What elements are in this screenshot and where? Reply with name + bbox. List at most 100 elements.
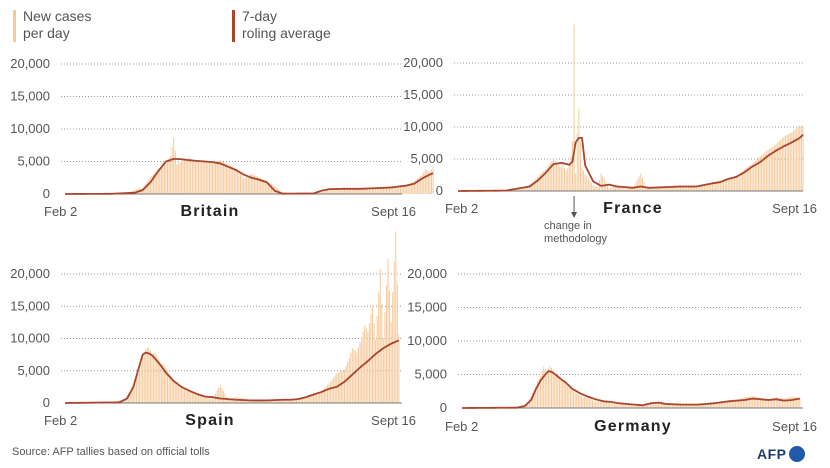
daily-bar [740, 172, 742, 191]
y-tick-label: 20,000 [10, 266, 50, 281]
daily-bar [675, 405, 677, 408]
daily-bar [563, 382, 565, 408]
daily-bar [794, 397, 796, 408]
daily-bar [389, 187, 391, 194]
daily-bar [177, 163, 179, 194]
daily-bar [719, 180, 721, 191]
daily-bar [729, 178, 731, 191]
daily-bar [426, 170, 428, 194]
daily-bar [257, 176, 259, 194]
y-tick-label: 0 [43, 186, 50, 201]
daily-bar [159, 168, 161, 194]
daily-bar [194, 393, 196, 403]
daily-bar [764, 152, 766, 191]
daily-bar [764, 399, 766, 408]
daily-bar [800, 125, 802, 191]
daily-bar [761, 155, 763, 191]
daily-bar [541, 172, 543, 191]
daily-bar [289, 399, 291, 403]
daily-bar [745, 397, 747, 408]
daily-bar [575, 173, 577, 191]
daily-bar [698, 404, 700, 408]
daily-bar [145, 348, 147, 403]
y-tick-label: 10,000 [407, 333, 447, 348]
daily-bar [689, 404, 691, 408]
daily-bar [187, 391, 189, 403]
daily-bar [358, 347, 360, 403]
daily-bar [756, 159, 758, 191]
daily-bar [552, 159, 554, 191]
daily-bar [736, 399, 738, 408]
daily-bar [160, 363, 162, 403]
daily-bar [153, 353, 155, 403]
daily-bar [407, 184, 409, 194]
daily-bar [354, 351, 356, 403]
daily-bar [734, 399, 736, 408]
daily-bar [320, 192, 322, 194]
daily-bar [743, 169, 745, 191]
daily-bar [791, 396, 793, 408]
daily-bar [707, 184, 709, 191]
legend-bars-line1: New cases [23, 8, 92, 24]
daily-bar [797, 397, 799, 408]
daily-bar [399, 185, 401, 194]
daily-bar [592, 185, 594, 191]
daily-bar [587, 397, 589, 408]
daily-bar [688, 186, 690, 191]
annotation-arrowhead-icon [571, 212, 578, 218]
daily-bar [720, 401, 722, 408]
daily-bar [379, 188, 381, 194]
daily-bar [662, 403, 664, 408]
daily-bar [249, 400, 251, 403]
daily-bar [427, 171, 429, 194]
daily-bar [568, 387, 570, 408]
daily-bar [786, 134, 788, 191]
daily-bar [226, 396, 228, 403]
daily-bar [637, 179, 639, 191]
daily-bar [777, 142, 779, 191]
daily-bar [415, 179, 417, 194]
y-tick-label: 20,000 [403, 55, 443, 70]
daily-bar [356, 352, 358, 403]
daily-bar [656, 402, 658, 408]
daily-bar [708, 184, 710, 191]
daily-bar [319, 391, 321, 403]
daily-bar [676, 187, 678, 191]
daily-bar [191, 392, 193, 403]
daily-bar [599, 401, 601, 408]
daily-bar [190, 158, 192, 194]
daily-bar [264, 401, 266, 403]
daily-bar [694, 404, 696, 408]
daily-bar [724, 179, 726, 191]
daily-bar [549, 163, 551, 191]
daily-bar [167, 160, 168, 194]
x-start-label: Feb 2 [445, 201, 478, 216]
daily-bar [536, 381, 538, 408]
daily-bar [745, 168, 747, 191]
daily-bar [353, 189, 355, 194]
daily-bar [597, 187, 599, 191]
daily-bar [571, 141, 573, 191]
daily-bar [257, 400, 259, 403]
x-end-label: Sept 16 [772, 201, 817, 216]
daily-bar [737, 174, 739, 191]
daily-bar [699, 185, 701, 191]
daily-bar [741, 398, 743, 408]
daily-bar [629, 188, 631, 191]
daily-bar [283, 400, 285, 403]
daily-bar [565, 171, 567, 191]
daily-bar [618, 185, 620, 191]
daily-bar [191, 159, 193, 194]
daily-bar [621, 404, 623, 408]
daily-bar [389, 290, 391, 403]
daily-bar [626, 188, 628, 191]
daily-bar [781, 138, 783, 191]
daily-bar [727, 400, 729, 408]
daily-bar [716, 182, 718, 191]
daily-bar [210, 162, 212, 194]
daily-bar [664, 186, 666, 191]
daily-bar [543, 366, 545, 408]
daily-bar [538, 378, 540, 408]
daily-bar [395, 186, 397, 194]
daily-bar [694, 186, 696, 191]
